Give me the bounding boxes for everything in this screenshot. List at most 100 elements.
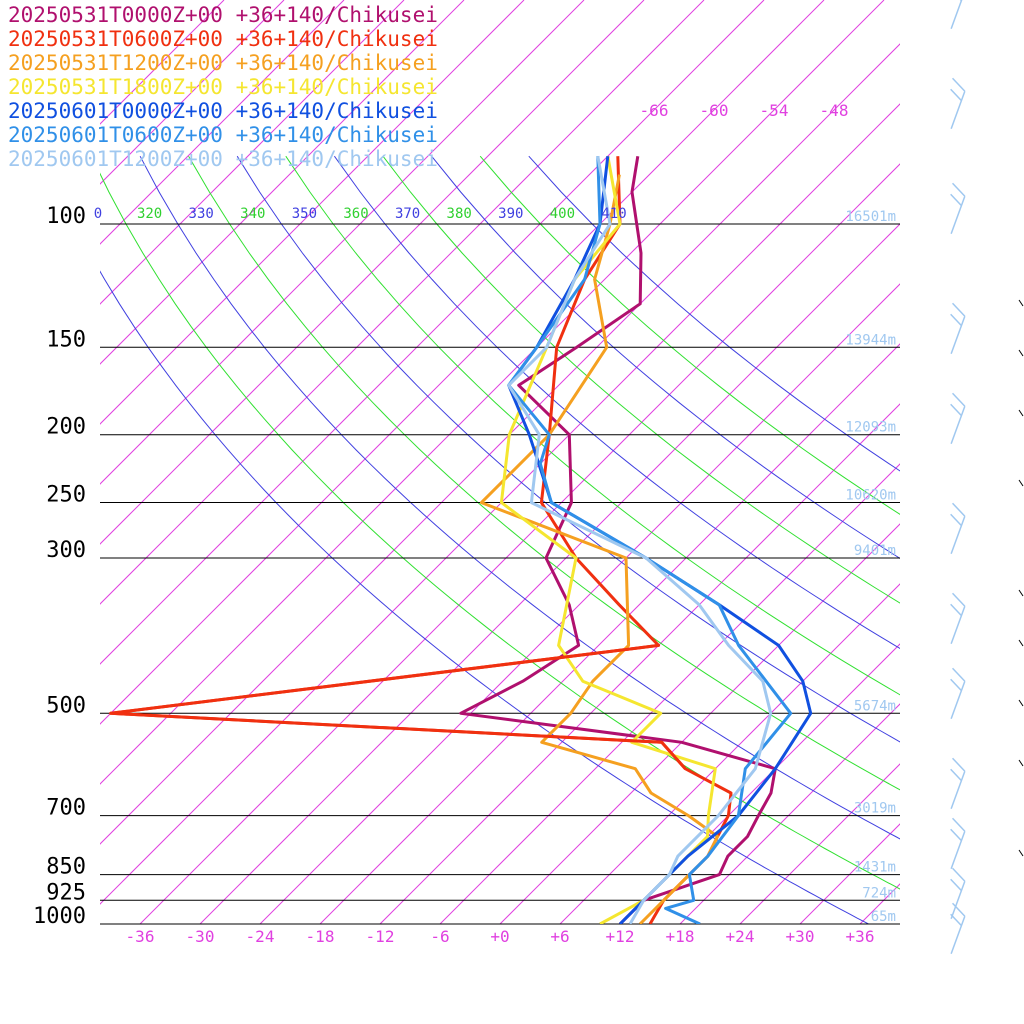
height-label: 10620m [845, 488, 896, 504]
height-label: 1431m [854, 860, 896, 876]
wind-barb-flag [950, 603, 962, 617]
pressure-tick-label: 100 [46, 204, 86, 229]
wind-barb-flag [950, 878, 962, 892]
isotherm-line [319, 343, 900, 924]
dry-adiabat-line [100, 270, 870, 924]
legend-entry: 20250531T1800Z+00 +36+140/Chikusei [8, 75, 438, 99]
temperature-tick-label: -6 [430, 927, 449, 946]
legend-entry: 20250601T1200Z+00 +36+140/Chikusei [8, 147, 438, 171]
wind-barb-flag [950, 313, 962, 327]
theta-label: 380 [447, 206, 472, 222]
height-label: 3019m [854, 801, 896, 817]
isotherm-line [100, 0, 585, 485]
isotherm-line [100, 0, 885, 785]
wind-barb-staff [950, 770, 966, 810]
series-line [507, 156, 793, 924]
isotherm-line [559, 583, 900, 924]
temperature-tick-label: +6 [550, 927, 569, 946]
pressure-tick-label: 1000 [33, 904, 86, 929]
isotherm-line [259, 283, 900, 924]
wind-barb-staff [950, 880, 966, 920]
series-line [109, 156, 733, 924]
edge-mark [1018, 299, 1024, 307]
dry-adiabat-line [188, 155, 900, 791]
wind-barb [950, 182, 966, 235]
dry-adiabat-line [139, 155, 900, 840]
wind-barb [950, 667, 966, 720]
wind-barb [950, 502, 966, 555]
wind-barb-flag [950, 828, 962, 842]
theta-label: 0 [94, 206, 102, 222]
wind-barb-flag [951, 902, 966, 917]
series-line [459, 155, 777, 924]
isotherm-line [199, 223, 900, 924]
edge-mark [1018, 849, 1024, 857]
isotherm-line [100, 0, 405, 305]
isotherm-line [859, 883, 900, 924]
wind-barb [950, 867, 966, 920]
dry-adiabat-line [285, 155, 900, 696]
pressure-tick-label: 150 [46, 327, 86, 352]
wind-barb-flag [951, 77, 966, 92]
temperature-tick-label: +12 [606, 927, 635, 946]
wind-barb-flag [950, 768, 962, 782]
wind-barb-flag [950, 193, 962, 207]
isotherm-line [100, 0, 645, 545]
wind-barb-flag [951, 182, 966, 197]
isotherm-line [739, 763, 900, 924]
upper-temperature-label: -60 [700, 101, 729, 120]
wind-barb-flag [950, 403, 962, 417]
wind-barb-flag [950, 0, 962, 2]
wind-barb-staff [950, 605, 966, 645]
temperature-tick-label: +24 [726, 927, 755, 946]
isotherm-line [100, 0, 525, 425]
wind-barb [950, 817, 966, 870]
pressure-tick-label: 700 [46, 796, 86, 821]
edge-mark [1018, 759, 1024, 767]
series-group [109, 155, 813, 924]
pressure-tick-label: 500 [46, 693, 86, 718]
isotherm-line [100, 0, 465, 365]
wind-barb [950, 902, 966, 955]
wind-barbs [950, 0, 1024, 955]
legend-entry: 20250531T0600Z+00 +36+140/Chikusei [8, 27, 438, 51]
theta-label: 370 [395, 206, 420, 222]
edge-mark [1018, 479, 1024, 487]
height-label: 65m [871, 909, 896, 925]
legend: 20250531T0000Z+00 +36+140/Chikusei202505… [8, 3, 438, 171]
series-line [479, 174, 719, 924]
upper-temperature-label: -54 [760, 101, 789, 120]
isotherm-line [100, 0, 705, 605]
theta-label: 390 [498, 206, 523, 222]
isotherm-line [100, 0, 345, 245]
dry-adiabat-line [333, 155, 900, 650]
wind-barb [950, 77, 966, 130]
wind-barb-staff [950, 315, 966, 355]
pressure-tick-label: 925 [46, 880, 86, 905]
wind-barb [950, 302, 966, 355]
height-label: 12093m [845, 420, 896, 436]
isotherm-line [439, 463, 900, 924]
isotherm-line [920, 0, 1024, 924]
height-label: 5674m [854, 698, 896, 714]
isotherm-line [679, 703, 900, 924]
isotherm-line [980, 0, 1024, 924]
edge-mark [1018, 349, 1024, 357]
pressure-tick-label: 300 [46, 538, 86, 563]
dry-adiabat-line [431, 155, 900, 559]
dry-adiabat-line [479, 155, 900, 515]
theta-label: 410 [601, 206, 626, 222]
edge-mark [1018, 639, 1024, 647]
height-label: 9401m [854, 543, 896, 559]
upper-temperature-label: -48 [820, 101, 849, 120]
series-line [507, 155, 773, 924]
theta-label: 340 [240, 206, 265, 222]
isotherm-line [499, 523, 900, 924]
wind-barb-flag [951, 817, 966, 832]
wind-barb-staff [950, 515, 966, 555]
isotherm-line [799, 823, 900, 924]
temperature-tick-label: -12 [366, 927, 395, 946]
height-label: 724m [862, 885, 896, 901]
